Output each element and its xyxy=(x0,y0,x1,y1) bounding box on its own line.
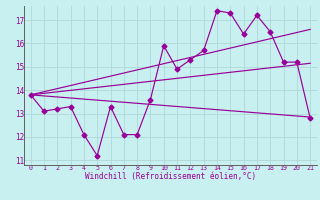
X-axis label: Windchill (Refroidissement éolien,°C): Windchill (Refroidissement éolien,°C) xyxy=(85,172,256,181)
